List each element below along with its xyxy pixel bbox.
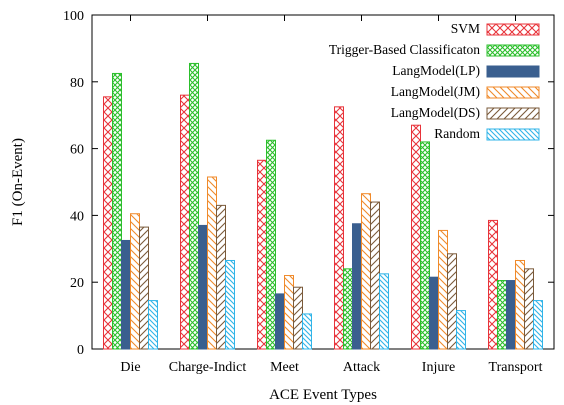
plot-frame bbox=[91, 14, 555, 350]
bar-svm-die bbox=[103, 96, 113, 350]
legend-swatch bbox=[486, 23, 540, 36]
bar-langmodel-lp--attack bbox=[352, 223, 362, 350]
bar-trigger-based-classificaton-meet bbox=[266, 139, 276, 350]
bar-langmodel-ds--injure bbox=[447, 253, 457, 350]
y-axis-label: F1 (On-Event) bbox=[10, 138, 26, 226]
y-tick-label: 60 bbox=[70, 143, 84, 158]
y-tick-label: 100 bbox=[63, 9, 84, 24]
bar-svm-meet bbox=[257, 159, 267, 350]
bar-svm-charge-indict bbox=[180, 94, 190, 350]
legend-swatch bbox=[486, 128, 540, 141]
legend-label: SVM bbox=[451, 21, 480, 36]
bar-random-die bbox=[148, 300, 158, 350]
bar-langmodel-jm--die bbox=[130, 213, 140, 350]
bar-langmodel-jm--charge-indict bbox=[207, 176, 217, 350]
x-tick-label: Charge-Indict bbox=[169, 360, 247, 375]
y-tick-label: 0 bbox=[77, 343, 84, 358]
bar-langmodel-ds--attack bbox=[370, 201, 380, 350]
bar-langmodel-jm--injure bbox=[438, 229, 448, 350]
legend-label: LangModel(JM) bbox=[391, 84, 480, 99]
legend-label: Trigger-Based Classificaton bbox=[329, 42, 480, 57]
x-tick-label: Meet bbox=[270, 360, 299, 375]
bar-random-meet bbox=[302, 313, 312, 350]
legend-label: LangModel(LP) bbox=[392, 63, 480, 78]
bar-random-injure bbox=[456, 310, 466, 350]
bar-langmodel-ds--charge-indict bbox=[216, 204, 226, 350]
bar-random-attack bbox=[379, 273, 389, 350]
bar-langmodel-lp--meet bbox=[275, 293, 285, 350]
bar-langmodel-jm--meet bbox=[284, 275, 294, 350]
legend-swatch bbox=[486, 44, 540, 57]
y-tick-label: 20 bbox=[70, 276, 84, 291]
legend-label: LangModel(DS) bbox=[391, 105, 480, 120]
bar-langmodel-ds--transport bbox=[524, 268, 534, 350]
bars bbox=[103, 62, 543, 350]
bar-trigger-based-classificaton-charge-indict bbox=[189, 62, 199, 350]
x-tick-label: Transport bbox=[489, 360, 543, 375]
legend-swatch bbox=[486, 107, 540, 120]
bar-langmodel-jm--transport bbox=[515, 259, 525, 350]
legend-label: Random bbox=[434, 126, 480, 141]
legend: SVM Trigger-Based Classificaton LangModel(… bbox=[329, 21, 540, 141]
bar-random-charge-indict bbox=[225, 259, 235, 350]
bar-trigger-based-classificaton-injure bbox=[420, 141, 430, 350]
bar-langmodel-lp--transport bbox=[506, 280, 516, 350]
bar-svm-injure bbox=[411, 124, 421, 350]
bar-langmodel-jm--attack bbox=[361, 193, 371, 350]
bar-trigger-based-classificaton-attack bbox=[343, 268, 353, 350]
bar-svm-transport bbox=[488, 219, 498, 350]
x-tick-label: Attack bbox=[343, 360, 380, 375]
x-axis-label: ACE Event Types bbox=[269, 387, 377, 403]
bar-trigger-based-classificaton-die bbox=[112, 72, 122, 350]
bar-langmodel-lp--charge-indict bbox=[198, 224, 208, 350]
y-tick-label: 80 bbox=[70, 76, 84, 91]
bar-langmodel-lp--injure bbox=[429, 276, 439, 350]
bar-langmodel-lp--die bbox=[121, 239, 131, 350]
bar-langmodel-ds--meet bbox=[293, 286, 303, 350]
x-tick-label: Die bbox=[120, 360, 140, 375]
y-tick-label: 40 bbox=[70, 209, 84, 224]
bar-svm-attack bbox=[334, 106, 344, 350]
legend-swatch bbox=[486, 65, 540, 78]
bar-trigger-based-classificaton-transport bbox=[497, 280, 507, 350]
bar-langmodel-ds--die bbox=[139, 226, 149, 350]
x-tick-label: Injure bbox=[422, 360, 455, 375]
legend-swatch bbox=[486, 86, 540, 99]
bar-random-transport bbox=[533, 300, 543, 350]
